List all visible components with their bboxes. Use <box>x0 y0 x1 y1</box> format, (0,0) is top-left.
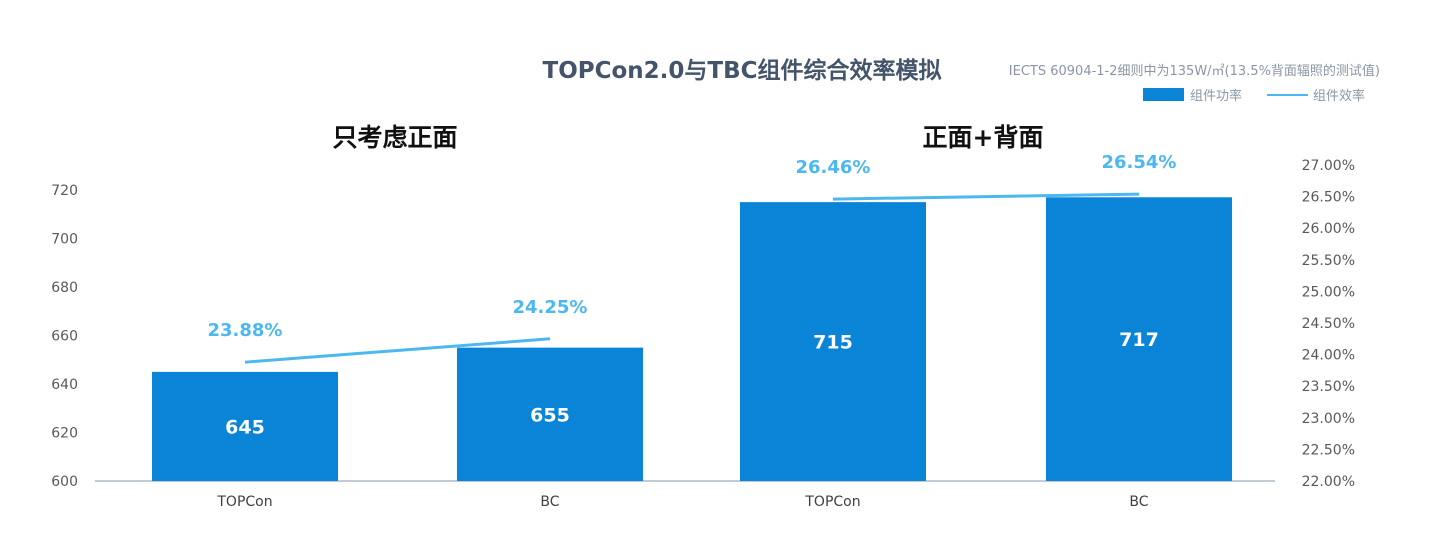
bar-value-label: 717 <box>1119 329 1159 351</box>
x-tick-label: TOPCon <box>216 494 272 510</box>
y-tick-right: 26.50% <box>1302 190 1355 206</box>
bar-value-label: 655 <box>530 404 570 426</box>
x-axis-categories: TOPCon BC TOPCon BC <box>216 494 1148 510</box>
bar <box>457 347 643 481</box>
y-tick-right: 23.00% <box>1302 411 1355 427</box>
section-title-front: 只考虑正面 <box>332 123 457 152</box>
efficiency-line <box>244 337 551 364</box>
efficiency-label: 26.46% <box>796 157 871 178</box>
legend: 组件功率 组件效率 <box>1143 88 1365 104</box>
chart-title: TOPCon2.0与TBC组件综合效率模拟 <box>543 57 942 84</box>
y-tick-left: 680 <box>51 280 78 296</box>
y-tick-left: 700 <box>51 232 78 248</box>
x-tick-label: BC <box>540 494 559 510</box>
efficiency-line <box>832 192 1140 201</box>
efficiency-lines <box>244 192 1140 364</box>
y-axis-right: 22.00% 22.50% 23.00% 23.50% 24.00% 24.50% 25.0… <box>1302 158 1355 490</box>
y-tick-left: 660 <box>51 329 78 345</box>
y-tick-left: 640 <box>51 377 78 393</box>
bar <box>152 371 338 481</box>
y-tick-right: 27.00% <box>1302 158 1355 174</box>
x-tick-label: TOPCon <box>804 494 860 510</box>
bar <box>740 202 926 481</box>
bar-series <box>152 197 1232 481</box>
y-tick-right: 25.00% <box>1302 284 1355 300</box>
legend-line-label: 组件效率 <box>1313 88 1365 104</box>
data-labels: 645 23.88% 655 24.25% 715 26.46% 717 26.54% <box>208 152 1177 438</box>
y-tick-right: 23.50% <box>1302 379 1355 395</box>
bar-value-label: 715 <box>813 332 853 354</box>
bar-value-label: 645 <box>225 416 265 438</box>
y-tick-left: 620 <box>51 426 78 442</box>
bar <box>1046 197 1232 481</box>
legend-bar-swatch <box>1143 88 1184 101</box>
y-tick-right: 24.50% <box>1302 316 1355 332</box>
y-tick-right: 24.00% <box>1302 348 1355 364</box>
y-tick-left: 600 <box>51 474 78 490</box>
y-tick-right: 22.00% <box>1302 474 1355 490</box>
legend-bar-label: 组件功率 <box>1190 88 1242 104</box>
efficiency-label: 23.88% <box>208 320 283 341</box>
y-tick-left: 720 <box>51 183 78 199</box>
chart-subtitle: IECTS 60904-1-2细则中为135W/㎡(13.5%背面辐照的测试值) <box>1009 63 1380 79</box>
y-tick-right: 26.00% <box>1302 221 1355 237</box>
efficiency-label: 26.54% <box>1102 152 1177 173</box>
y-tick-right: 25.50% <box>1302 253 1355 269</box>
y-tick-right: 22.50% <box>1302 442 1355 458</box>
x-tick-label: BC <box>1129 494 1148 510</box>
y-axis-left: 600 620 640 660 680 700 720 <box>51 183 78 490</box>
section-title-bifacial: 正面+背面 <box>923 123 1044 152</box>
efficiency-label: 24.25% <box>513 297 588 318</box>
